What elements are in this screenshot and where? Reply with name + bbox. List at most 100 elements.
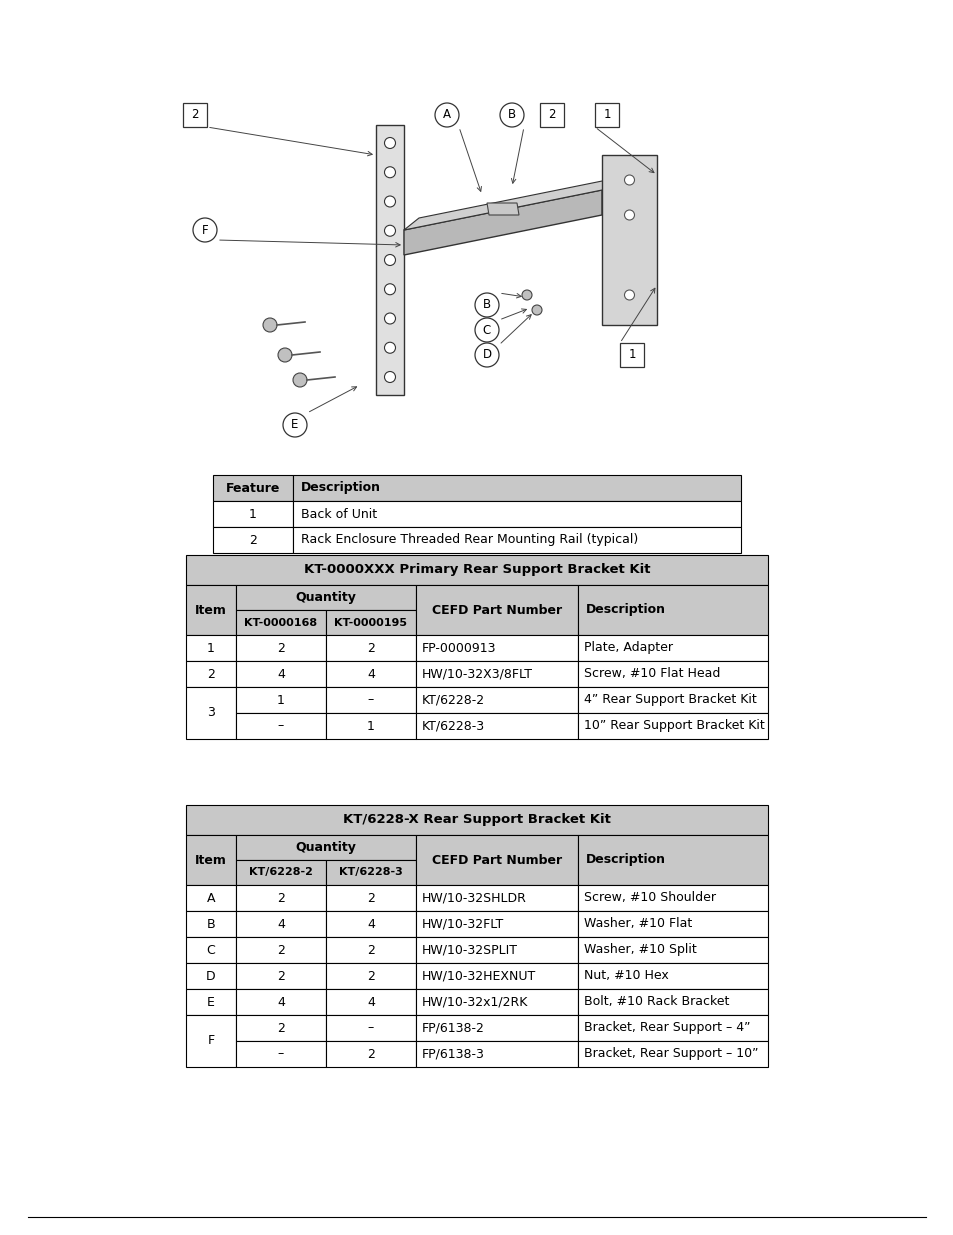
Bar	[578, 911, 767, 937]
Text: HW/10-32SPLIT: HW/10-32SPLIT	[421, 944, 517, 956]
Text: 2: 2	[276, 944, 285, 956]
Text: 2: 2	[191, 109, 198, 121]
Text: 2: 2	[276, 641, 285, 655]
Text: Description: Description	[585, 604, 665, 616]
Text: A: A	[207, 892, 215, 904]
Bar	[578, 937, 767, 963]
Text: 1: 1	[367, 720, 375, 732]
Bar	[326, 687, 416, 713]
Text: HW/10-32x1/2RK: HW/10-32x1/2RK	[421, 995, 528, 1009]
Text: Bracket, Rear Support – 4”: Bracket, Rear Support – 4”	[583, 1021, 750, 1035]
Text: 4: 4	[367, 918, 375, 930]
Bar	[186, 585, 235, 635]
Bar	[578, 963, 767, 989]
Bar	[186, 805, 767, 835]
Circle shape	[499, 103, 523, 127]
Text: 2: 2	[207, 667, 214, 680]
Bar	[326, 661, 416, 687]
Text: FP/6138-3: FP/6138-3	[421, 1047, 484, 1061]
Text: KT/6228-3: KT/6228-3	[421, 720, 485, 732]
Text: KT/6228-2: KT/6228-2	[249, 867, 313, 878]
Bar	[326, 713, 416, 739]
Text: Quantity: Quantity	[295, 841, 356, 853]
Text: Screw, #10 Shoulder: Screw, #10 Shoulder	[583, 892, 716, 904]
Text: D: D	[482, 348, 491, 362]
Circle shape	[263, 317, 276, 332]
Text: CEFD Part Number: CEFD Part Number	[432, 604, 561, 616]
Text: D: D	[206, 969, 215, 983]
Text: F: F	[207, 1035, 214, 1047]
Bar	[578, 713, 767, 739]
Text: Bracket, Rear Support – 10”: Bracket, Rear Support – 10”	[583, 1047, 758, 1061]
Text: Item: Item	[194, 853, 227, 867]
Bar	[326, 885, 416, 911]
Bar	[416, 1041, 578, 1067]
Text: Description: Description	[301, 482, 380, 494]
Text: 4: 4	[276, 667, 285, 680]
Text: A: A	[442, 109, 451, 121]
Bar	[578, 835, 767, 885]
Text: 3: 3	[207, 706, 214, 720]
Bar	[235, 911, 326, 937]
Bar	[326, 989, 416, 1015]
Bar	[416, 989, 578, 1015]
Text: 2: 2	[276, 892, 285, 904]
Text: 2: 2	[548, 109, 556, 121]
Bar	[416, 937, 578, 963]
Text: 4” Rear Support Bracket Kit: 4” Rear Support Bracket Kit	[583, 694, 756, 706]
Bar	[235, 860, 326, 885]
Text: 2: 2	[249, 534, 256, 547]
Bar	[326, 1041, 416, 1067]
Bar	[578, 661, 767, 687]
Text: 10” Rear Support Bracket Kit: 10” Rear Support Bracket Kit	[583, 720, 764, 732]
Bar	[186, 661, 235, 687]
Text: Feature: Feature	[226, 482, 280, 494]
Bar	[578, 885, 767, 911]
Text: Washer, #10 Split: Washer, #10 Split	[583, 944, 696, 956]
Polygon shape	[403, 178, 617, 230]
Text: 4: 4	[276, 918, 285, 930]
Bar	[186, 635, 235, 661]
Bar	[235, 713, 326, 739]
Bar	[578, 1041, 767, 1067]
Circle shape	[475, 293, 498, 317]
Text: KT/6228-3: KT/6228-3	[338, 867, 402, 878]
Bar	[186, 835, 235, 885]
Text: –: –	[368, 1021, 374, 1035]
Circle shape	[384, 254, 395, 266]
Text: HW/10-32HEXNUT: HW/10-32HEXNUT	[421, 969, 536, 983]
Circle shape	[532, 305, 541, 315]
Circle shape	[384, 225, 395, 236]
Text: E: E	[207, 995, 214, 1009]
Bar	[416, 661, 578, 687]
Bar	[235, 687, 326, 713]
Text: –: –	[368, 694, 374, 706]
Bar	[326, 610, 416, 635]
Bar	[416, 835, 578, 885]
Text: Bolt, #10 Rack Bracket: Bolt, #10 Rack Bracket	[583, 995, 729, 1009]
Text: 2: 2	[367, 969, 375, 983]
Circle shape	[193, 219, 216, 242]
Text: B: B	[482, 299, 491, 311]
Bar	[213, 527, 293, 553]
Text: Back of Unit: Back of Unit	[301, 508, 376, 520]
Text: 4: 4	[367, 995, 375, 1009]
Circle shape	[384, 342, 395, 353]
Circle shape	[624, 175, 634, 185]
Bar	[375, 125, 403, 395]
Text: 2: 2	[367, 892, 375, 904]
Circle shape	[475, 317, 498, 342]
Text: HW/10-32X3/8FLT: HW/10-32X3/8FLT	[421, 667, 533, 680]
Bar	[235, 937, 326, 963]
Text: Nut, #10 Hex: Nut, #10 Hex	[583, 969, 668, 983]
Circle shape	[384, 372, 395, 383]
Text: F: F	[201, 224, 208, 236]
Circle shape	[624, 210, 634, 220]
Text: FP-0000913: FP-0000913	[421, 641, 496, 655]
Bar	[186, 687, 235, 739]
Bar	[601, 156, 657, 325]
Text: 1: 1	[628, 348, 635, 362]
Text: KT-0000195: KT-0000195	[335, 618, 407, 627]
Text: KT/6228-2: KT/6228-2	[421, 694, 485, 706]
Bar	[186, 555, 767, 585]
